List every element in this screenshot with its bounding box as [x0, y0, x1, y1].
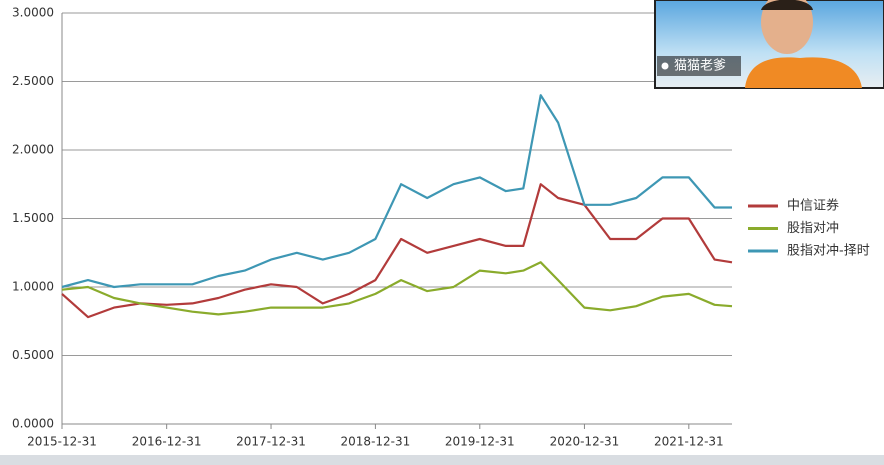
webcam-label: 猫猫老爹 [674, 59, 726, 74]
legend-label: 股指对冲-择时 [787, 244, 870, 259]
y-tick-label: 1.0000 [12, 280, 54, 294]
legend-label: 中信证券 [787, 198, 839, 214]
x-tick-label: 2018-12-31 [341, 435, 411, 449]
x-tick-label: 2016-12-31 [132, 435, 202, 449]
webcam-hair [761, 0, 813, 10]
webcam-shirt [745, 57, 862, 88]
webcam-face [761, 0, 813, 54]
y-tick-label: 0.0000 [12, 417, 54, 431]
x-tick-label: 2017-12-31 [236, 435, 306, 449]
series-line [61, 183, 733, 319]
y-tick-label: 3.0000 [12, 6, 54, 20]
mic-icon [661, 62, 669, 70]
y-tick-label: 2.5000 [12, 74, 54, 88]
y-tick-label: 1.5000 [12, 211, 54, 225]
y-tick-label: 0.5000 [12, 348, 54, 362]
x-tick-label: 2020-12-31 [550, 435, 620, 449]
bottom-bar [0, 455, 884, 465]
series-line [61, 261, 733, 316]
y-tick-label: 2.0000 [12, 143, 54, 157]
webcam-label-bg [657, 56, 741, 76]
x-tick-label: 2019-12-31 [445, 435, 515, 449]
legend-label: 股指对冲 [787, 221, 839, 236]
x-tick-label: 2015-12-31 [27, 435, 97, 449]
webcam-overlay: 猫猫老爹 [654, 0, 884, 89]
x-tick-label: 2021-12-31 [654, 435, 724, 449]
series-line [61, 94, 732, 289]
